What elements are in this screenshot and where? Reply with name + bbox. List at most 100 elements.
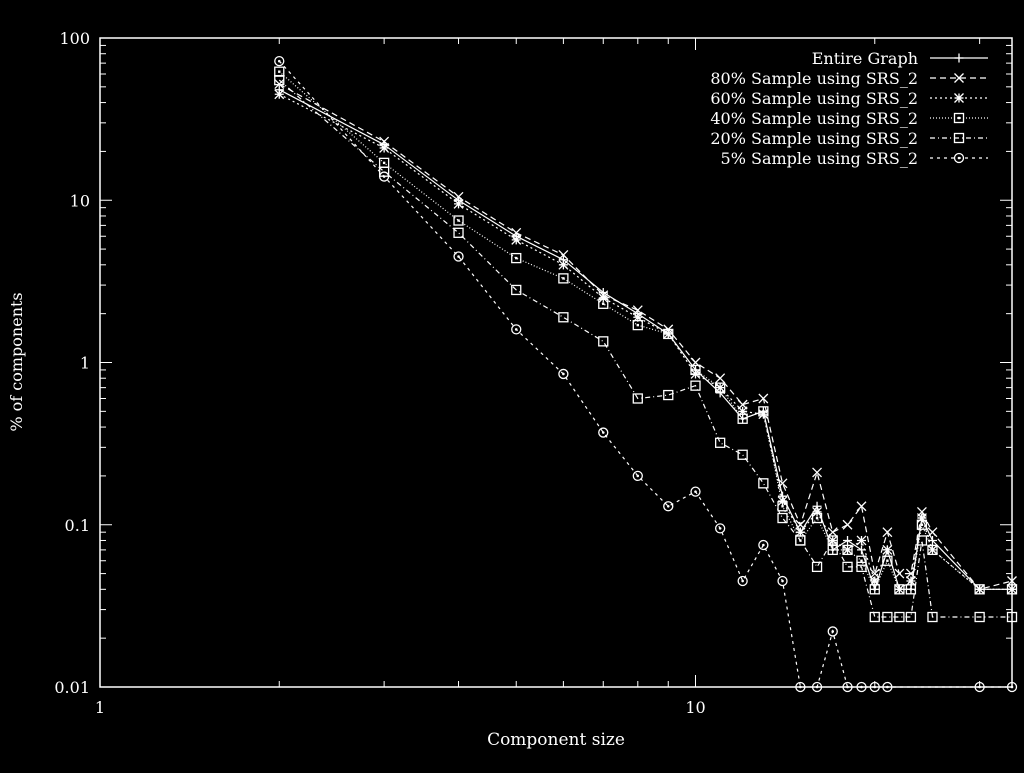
data-point-square	[1006, 611, 1018, 623]
data-point-box	[558, 273, 569, 284]
data-point-cross	[558, 250, 569, 260]
data-point-circle	[882, 681, 893, 693]
data-point-dot	[515, 256, 518, 260]
data-point-box	[869, 584, 880, 595]
data-point-square	[974, 611, 985, 623]
data-point-dot	[1010, 588, 1014, 591]
data-point-cross	[812, 467, 823, 478]
data-point-cross	[1007, 576, 1017, 586]
data-point-star	[905, 576, 916, 586]
data-point-circle	[856, 681, 867, 693]
data-point-dot	[762, 543, 765, 547]
data-point-square	[453, 227, 464, 238]
data-point-circle	[953, 152, 965, 164]
data-point-star	[737, 406, 748, 417]
x-axis-label: Component size	[487, 730, 625, 750]
data-point-cross	[954, 73, 964, 83]
data-point-box	[916, 519, 928, 530]
data-point-cross	[777, 478, 788, 489]
data-point-box	[598, 298, 609, 309]
data-point-dot	[831, 548, 834, 552]
data-point-dot	[957, 156, 961, 160]
x-tick-label: 1	[95, 698, 105, 717]
data-point-star	[827, 535, 838, 546]
data-point-box	[856, 555, 867, 566]
data-point-square	[953, 132, 965, 144]
data-point-box	[811, 512, 823, 524]
data-point-circle	[869, 681, 880, 693]
data-point-dot	[873, 588, 876, 591]
y-tick-label: 0.01	[54, 678, 90, 697]
data-point-square	[663, 389, 674, 401]
data-point-box	[663, 328, 674, 340]
data-point-star	[758, 409, 769, 420]
data-point-star	[882, 544, 893, 555]
y-axis-label: % of components	[7, 292, 26, 431]
data-point-box	[882, 555, 893, 566]
data-point-cross	[882, 527, 893, 538]
data-point-dot	[636, 474, 640, 478]
series-6	[274, 55, 1018, 693]
data-point-dot	[860, 685, 863, 689]
data-point-star	[916, 513, 927, 523]
data-point-square	[869, 611, 880, 623]
data-point-square	[737, 449, 748, 460]
data-point-square	[811, 561, 823, 573]
data-point-box	[715, 382, 726, 393]
data-point-square	[598, 336, 609, 347]
y-tick-label: 10	[70, 191, 90, 210]
data-point-dot	[741, 417, 744, 420]
series-line	[278, 79, 1012, 618]
data-point-square	[758, 478, 769, 489]
x-tick-label: 10	[685, 698, 705, 717]
data-point-square	[916, 535, 928, 546]
data-point-dot	[694, 490, 697, 493]
data-point-dot	[762, 410, 765, 413]
data-point-dot	[694, 368, 697, 372]
data-point-star	[274, 89, 285, 100]
data-point-circle	[715, 523, 726, 534]
data-point-square	[715, 437, 726, 448]
data-point-star	[954, 93, 964, 103]
data-point-dot	[815, 685, 819, 689]
legend-label: 60% Sample using SRS_2	[710, 89, 918, 108]
data-point-square	[842, 561, 853, 573]
data-point-dot	[978, 685, 981, 689]
data-point-dot	[978, 588, 981, 591]
data-point-dot	[846, 685, 849, 689]
data-point-square	[795, 535, 806, 546]
data-point-circle	[811, 681, 823, 693]
data-point-cross	[632, 305, 643, 316]
data-point-dot	[931, 548, 934, 552]
data-point-cross	[927, 527, 938, 538]
data-point-box	[690, 364, 701, 376]
data-point-square	[827, 535, 838, 546]
data-point-box	[511, 252, 522, 264]
data-point-dot	[562, 277, 565, 280]
data-point-box	[777, 501, 788, 512]
data-point-dot	[562, 372, 565, 376]
data-point-star	[632, 312, 643, 323]
data-point-dot	[277, 59, 281, 63]
data-point-star	[453, 198, 464, 209]
legend-label: 80% Sample using SRS_2	[710, 69, 918, 88]
y-tick-label: 1	[80, 354, 90, 373]
data-point-cross	[758, 393, 769, 404]
data-point-dot	[886, 685, 889, 689]
data-point-plus	[954, 53, 964, 63]
data-point-star	[795, 527, 806, 538]
data-point-star	[856, 535, 867, 546]
data-point-dot	[909, 588, 913, 591]
data-point-dot	[1010, 685, 1014, 689]
data-point-square	[905, 611, 917, 623]
data-point-dot	[602, 302, 605, 306]
data-point-dot	[278, 70, 281, 73]
data-point-circle	[632, 470, 643, 482]
data-point-star	[511, 234, 522, 245]
data-point-square	[882, 611, 893, 623]
data-point-box	[953, 112, 965, 124]
data-point-plus	[843, 535, 853, 545]
